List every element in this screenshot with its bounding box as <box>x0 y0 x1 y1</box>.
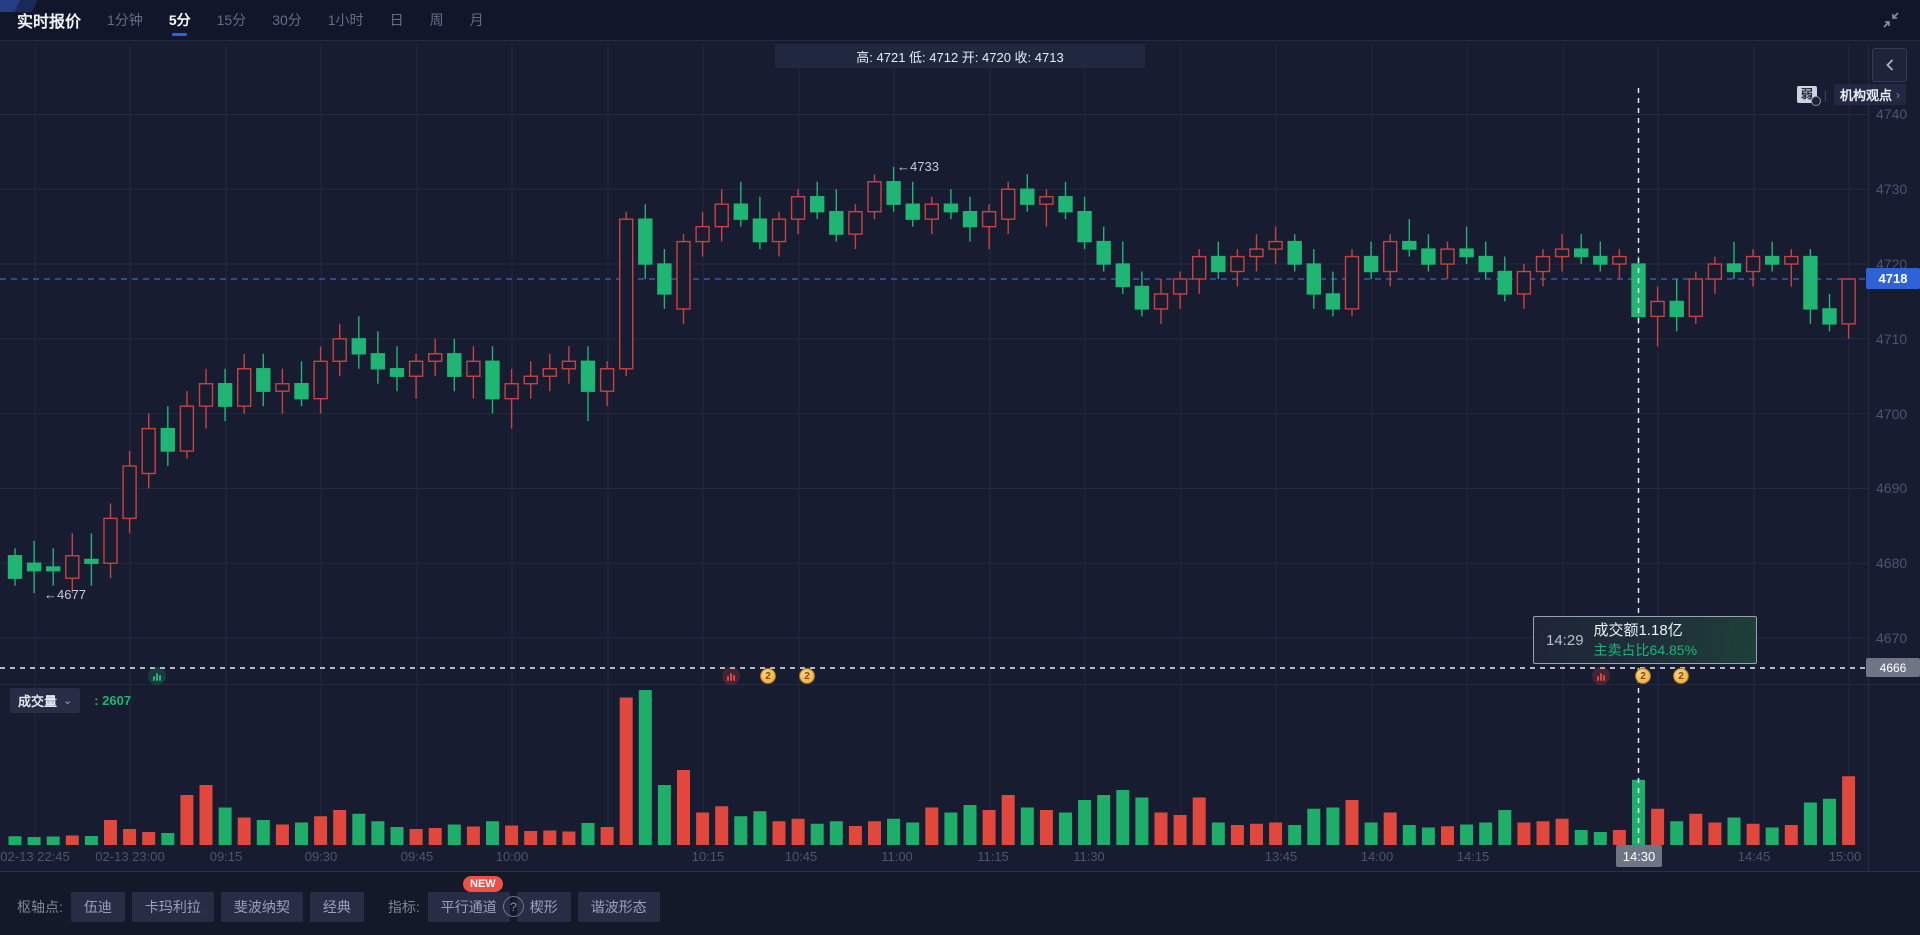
divider: | <box>1823 87 1827 102</box>
strength-badge-dot <box>1810 96 1821 106</box>
institution-row: 弱 | 机构观点 › <box>1796 84 1906 106</box>
institution-viewpoint-link[interactable]: 机构观点 › <box>1833 84 1906 105</box>
price-tick-label: 4690 <box>1876 480 1908 497</box>
pane-separator-line <box>0 684 1920 685</box>
mini-bar <box>1600 673 1602 681</box>
bottom-toolbar: 枢轴点: 伍迪 卡玛利拉 斐波纳契 经典 指标: 平行通道 楔形 谐波形态 NEW ? <box>0 872 1920 935</box>
strength-badge: 弱 <box>1796 86 1821 106</box>
volume-pane-header: 成交量 ⌄ : 2607 <box>10 688 131 713</box>
time-tick-label: 11:30 <box>1073 849 1105 864</box>
crosshair-time-badge: 14:30 <box>1616 845 1662 867</box>
mini-bar <box>1603 675 1605 681</box>
gold-coin-marker[interactable]: 2 <box>799 668 815 684</box>
chevron-right-icon: › <box>1896 87 1900 102</box>
time-tick-label: 11:15 <box>977 849 1009 864</box>
session-high-annotation: ←4733 <box>897 159 939 174</box>
tab-5分[interactable]: 5分 <box>169 0 191 40</box>
pivot-button-经典[interactable]: 经典 <box>309 892 364 922</box>
pivot-label: 枢轴点: <box>17 899 63 915</box>
indicator-button-楔形[interactable]: 楔形 <box>516 892 571 922</box>
time-tick-label: 10:00 <box>495 849 529 864</box>
time-tick-label: 14:15 <box>1456 849 1490 864</box>
new-badge: NEW <box>463 876 503 892</box>
tooltip-sell-ratio: 主卖占比64.85% <box>1593 642 1698 658</box>
price-tick-label: 4730 <box>1876 181 1908 198</box>
price-tick-label: 4740 <box>1876 106 1908 123</box>
time-tick-label: 11:00 <box>881 849 913 864</box>
price-axis-line <box>1868 44 1869 871</box>
price-tick-label: 4680 <box>1876 555 1908 572</box>
gold-coin-marker[interactable]: 2 <box>760 668 776 684</box>
volume-indicator-dropdown[interactable]: 成交量 ⌄ <box>10 688 81 713</box>
tab-日[interactable]: 日 <box>389 12 404 28</box>
indicator-label: 指标: <box>387 899 420 915</box>
tab-30分[interactable]: 30分 <box>272 12 302 28</box>
green-bars-marker[interactable] <box>148 667 166 685</box>
tab-15分[interactable]: 15分 <box>216 12 247 28</box>
current-price-badge: 4718 <box>1866 268 1920 289</box>
page-title: 实时报价 <box>17 14 82 31</box>
volume-value: : 2607 <box>94 693 132 708</box>
price-tick-label: 4700 <box>1876 405 1908 422</box>
tooltip-turnover: 成交额1.18亿 <box>1593 622 1683 639</box>
gold-coin-marker[interactable]: 2 <box>1635 668 1651 684</box>
mini-bar <box>1597 676 1599 681</box>
mini-bar <box>156 673 158 681</box>
red-bars-marker[interactable] <box>1592 667 1610 685</box>
mini-bar <box>733 675 735 681</box>
interval-tabs: 1分钟 5分 15分 30分 1小时 日 周 月 <box>107 0 484 40</box>
tab-月[interactable]: 月 <box>469 12 484 28</box>
time-tick-label: 09:30 <box>304 849 338 864</box>
axis-separator-line <box>0 871 1920 872</box>
tooltip-body: 成交额1.18亿 主卖占比64.85% <box>1594 621 1697 659</box>
tooltip-time: 14:29 <box>1546 631 1584 649</box>
mini-bar <box>727 676 729 681</box>
mini-bar <box>159 675 161 681</box>
time-tick-label: 10:15 <box>691 849 725 864</box>
mini-bar <box>153 676 155 681</box>
pivot-button-伍迪[interactable]: 伍迪 <box>70 892 125 922</box>
mini-bar <box>730 673 732 681</box>
crosshair-price-badge: 4666 <box>1866 658 1920 677</box>
tab-周[interactable]: 周 <box>429 12 444 28</box>
time-tick-label: 09:15 <box>209 849 243 864</box>
price-tick-label: 4710 <box>1876 330 1908 347</box>
time-tick-label: 02-13 22:45 <box>0 849 70 864</box>
tab-1分钟[interactable]: 1分钟 <box>107 12 143 28</box>
time-tick-label: 15:00 <box>1828 849 1862 864</box>
chevron-left-icon <box>1885 59 1893 71</box>
top-navbar: 实时报价 1分钟 5分 15分 30分 1小时 日 周 月 <box>0 0 1920 41</box>
red-bars-marker[interactable] <box>722 667 740 685</box>
time-tick-label: 09:45 <box>400 849 434 864</box>
pivot-button-卡玛利拉[interactable]: 卡玛利拉 <box>131 892 214 922</box>
corner-decoration <box>0 0 60 12</box>
time-tick-label: 10:45 <box>784 849 818 864</box>
ohlc-summary-bar: 高: 4721 低: 4712 开: 4720 收: 4713 <box>775 44 1145 68</box>
gold-coin-marker[interactable]: 2 <box>1673 668 1689 684</box>
time-tick-label: 13:45 <box>1264 849 1298 864</box>
time-tick-label: 14:00 <box>1360 849 1394 864</box>
indicator-button-平行通道[interactable]: 平行通道 <box>427 892 510 922</box>
time-tick-label: 14:45 <box>1737 849 1771 864</box>
collapse-panel-button[interactable] <box>1872 48 1907 82</box>
exit-fullscreen-icon[interactable] <box>1882 11 1900 29</box>
session-low-annotation: ←4677 <box>44 587 86 602</box>
chevron-down-icon: ⌄ <box>63 695 73 707</box>
pivot-button-斐波纳契[interactable]: 斐波纳契 <box>220 892 303 922</box>
crosshair-tooltip: 14:29 成交额1.18亿 主卖占比64.85% <box>1533 616 1757 664</box>
indicator-button-谐波形态[interactable]: 谐波形态 <box>577 892 660 922</box>
tab-1小时[interactable]: 1小时 <box>327 12 364 28</box>
time-tick-label: 02-13 23:00 <box>95 849 165 864</box>
help-icon[interactable]: ? <box>503 896 524 917</box>
price-tick-label: 4670 <box>1876 630 1908 647</box>
